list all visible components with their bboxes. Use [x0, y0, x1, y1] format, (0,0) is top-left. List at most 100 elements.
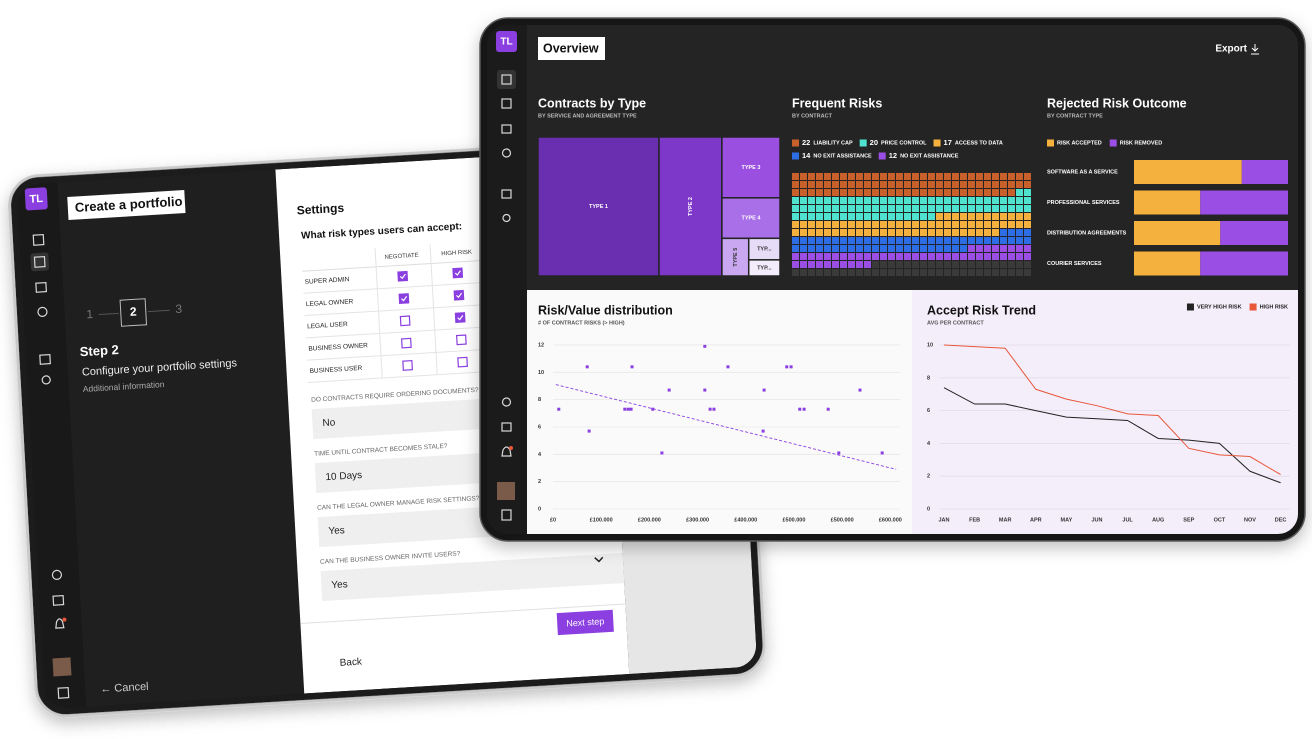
step: 3	[175, 302, 183, 316]
waffle-cell	[976, 173, 983, 180]
waffle-cell	[1024, 173, 1031, 180]
export-icon[interactable]	[1251, 44, 1259, 55]
answer-box[interactable]	[320, 552, 625, 602]
waffle-cell	[832, 205, 839, 212]
waffle-cell	[1024, 197, 1031, 204]
step-line	[147, 309, 170, 313]
checkbox[interactable]	[453, 289, 465, 301]
waffle-cell	[936, 229, 943, 236]
waffle-cell	[888, 189, 895, 196]
waffle-cell	[912, 253, 919, 260]
category-label: COURIER SERVICES	[1047, 261, 1102, 267]
waffle-cell	[952, 269, 959, 276]
checkbox[interactable]	[454, 312, 466, 323]
waffle-cell	[944, 237, 951, 244]
waffle-cell	[1000, 245, 1007, 252]
chart-subtitle: BY CONTRACT	[792, 113, 833, 119]
waffle-cell	[928, 197, 935, 204]
waffle-cell	[912, 213, 919, 220]
waffle-cell	[808, 245, 815, 252]
waffle-cell	[848, 197, 855, 204]
waffle-cell	[920, 269, 927, 276]
next-button-bg[interactable]	[556, 609, 614, 636]
checkbox[interactable]	[455, 334, 467, 346]
waffle-cell	[816, 181, 823, 188]
trendline	[555, 384, 897, 470]
waffle-cell	[992, 253, 999, 260]
waffle-cell	[800, 173, 807, 180]
export-button[interactable]: Export	[1215, 44, 1247, 55]
waffle-cell	[904, 269, 911, 276]
waffle-cell	[896, 189, 903, 196]
waffle-cell	[920, 189, 927, 196]
chart-title: Rejected Risk Outcome	[1047, 96, 1187, 110]
bar-segment	[1220, 221, 1288, 245]
table-line	[308, 370, 493, 383]
waffle-cell	[792, 221, 799, 228]
waffle-cell	[832, 269, 839, 276]
checkbox[interactable]	[398, 293, 410, 304]
waffle-cell	[1008, 189, 1015, 196]
waffle-cell	[920, 213, 927, 220]
legend-label: VERY HIGH RISK	[1197, 304, 1242, 310]
waffle-cell	[816, 221, 823, 228]
waffle-cell	[864, 173, 871, 180]
bar-segment	[1200, 190, 1288, 215]
waffle-cell	[824, 197, 831, 204]
waffle-cell	[896, 245, 903, 252]
waffle-cell	[808, 173, 815, 180]
waffle-cell	[808, 181, 815, 188]
icon	[55, 618, 65, 629]
waffle-cell	[792, 261, 799, 268]
icon	[501, 74, 512, 85]
cancel[interactable]: ← Cancel	[100, 681, 149, 696]
waffle-cell	[936, 189, 943, 196]
waffle-cell	[808, 205, 815, 212]
waffle-cell	[1024, 189, 1031, 196]
waffle-cell	[856, 221, 863, 228]
checkbox[interactable]	[400, 337, 412, 349]
checkbox[interactable]	[402, 360, 413, 371]
waffle-cell	[968, 253, 975, 260]
checkbox[interactable]	[399, 315, 411, 327]
waffle-cell	[872, 245, 879, 252]
cell-label: TYPE 3	[741, 165, 760, 171]
checkbox[interactable]	[397, 270, 409, 282]
x-tick-label: AUG	[1152, 517, 1164, 523]
waffle-cell	[896, 205, 903, 212]
waffle-cell	[872, 173, 879, 180]
waffle-cell	[944, 245, 951, 252]
checkbox[interactable]	[452, 267, 464, 279]
waffle-cell	[840, 197, 847, 204]
legend-value: 17	[944, 138, 952, 147]
waffle-cell	[920, 197, 927, 204]
checkmark	[401, 296, 408, 302]
point	[587, 429, 591, 433]
chart-subtitle: # OF CONTRACT RISKS (> HIGH)	[538, 320, 625, 326]
waffle-cell	[824, 205, 831, 212]
waffle-cell	[984, 173, 991, 180]
point	[708, 407, 712, 411]
waffle-cell	[984, 261, 991, 268]
waffle-cell	[944, 221, 951, 228]
point	[798, 407, 802, 411]
x-tick-label: JAN	[938, 517, 949, 523]
waffle-cell	[864, 261, 871, 268]
waffle-cell	[1016, 189, 1023, 196]
waffle-cell	[896, 213, 903, 220]
next-button[interactable]: Next step	[566, 616, 605, 628]
waffle-cell	[984, 221, 991, 228]
waffle-cell	[808, 261, 815, 268]
legend-swatch	[1249, 303, 1257, 311]
waffle-cell	[960, 181, 967, 188]
waffle-cell	[952, 245, 959, 252]
back-button[interactable]: Back	[339, 657, 363, 669]
checkbox[interactable]	[457, 356, 468, 368]
logo: TL	[500, 37, 512, 48]
waffle-cell	[872, 253, 879, 260]
scatter-panel	[527, 290, 912, 534]
avatar	[52, 657, 72, 677]
answer: No	[322, 417, 336, 429]
treemap-cell	[721, 197, 781, 240]
